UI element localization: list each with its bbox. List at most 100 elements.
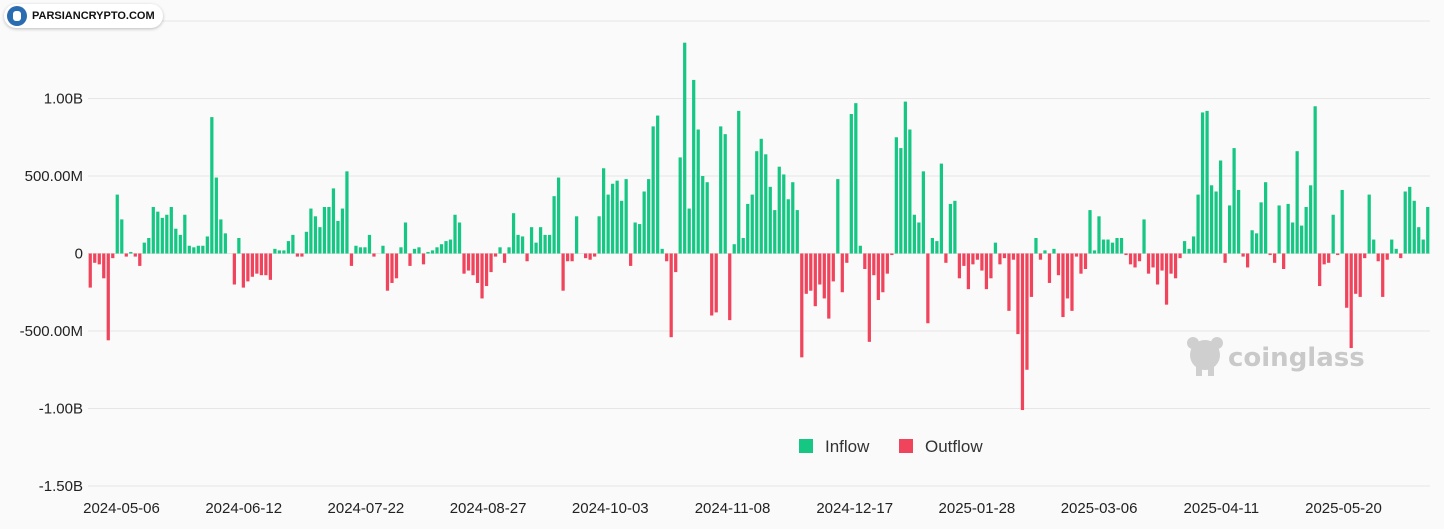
outflow-bar[interactable]	[1327, 253, 1331, 263]
inflow-bar[interactable]	[160, 217, 164, 254]
inflow-bar[interactable]	[786, 199, 790, 254]
inflow-bar[interactable]	[453, 214, 457, 254]
inflow-bar[interactable]	[903, 101, 907, 254]
outflow-bar[interactable]	[1363, 253, 1367, 259]
inflow-bar[interactable]	[538, 227, 543, 254]
inflow-bar[interactable]	[331, 188, 336, 254]
outflow-bar[interactable]	[1164, 253, 1169, 305]
outflow-bar[interactable]	[876, 253, 880, 301]
outflow-bar[interactable]	[1029, 253, 1034, 297]
inflow-bar[interactable]	[291, 234, 295, 254]
inflow-bar[interactable]	[647, 179, 651, 254]
inflow-bar[interactable]	[529, 227, 534, 254]
inflow-bar[interactable]	[768, 186, 772, 254]
inflow-bar[interactable]	[507, 247, 511, 254]
outflow-bar[interactable]	[714, 253, 718, 313]
inflow-bar[interactable]	[534, 242, 538, 254]
inflow-bar[interactable]	[426, 251, 430, 254]
outflow-bar[interactable]	[593, 253, 597, 257]
inflow-bar[interactable]	[737, 110, 741, 254]
inflow-bar[interactable]	[849, 114, 853, 254]
inflow-bar[interactable]	[210, 117, 214, 254]
inflow-bar[interactable]	[511, 213, 516, 254]
inflow-bar[interactable]	[318, 227, 322, 254]
inflow-bar[interactable]	[1236, 189, 1241, 254]
outflow-bar[interactable]	[971, 253, 975, 265]
inflow-bar[interactable]	[309, 208, 313, 254]
inflow-bar[interactable]	[183, 214, 187, 254]
inflow-bar[interactable]	[651, 126, 655, 254]
inflow-bar[interactable]	[1331, 214, 1335, 254]
outflow-bar[interactable]	[480, 253, 484, 299]
inflow-bar[interactable]	[1367, 194, 1371, 254]
outflow-bar[interactable]	[1345, 253, 1349, 308]
outflow-bar[interactable]	[561, 253, 565, 291]
inflow-bar[interactable]	[1286, 203, 1290, 254]
outflow-bar[interactable]	[88, 253, 92, 288]
inflow-bar[interactable]	[1340, 189, 1344, 254]
inflow-bar[interactable]	[214, 177, 218, 254]
inflow-bar[interactable]	[1052, 248, 1056, 254]
inflow-bar[interactable]	[1034, 238, 1038, 254]
inflow-bar[interactable]	[948, 203, 953, 254]
outflow-bar[interactable]	[489, 253, 493, 273]
outflow-bar[interactable]	[525, 253, 529, 262]
outflow-bar[interactable]	[1354, 253, 1358, 294]
inflow-bar[interactable]	[1408, 186, 1412, 254]
outflow-bar[interactable]	[1038, 253, 1043, 260]
outflow-bar[interactable]	[390, 253, 394, 283]
outflow-bar[interactable]	[106, 253, 110, 341]
inflow-bar[interactable]	[435, 247, 439, 254]
inflow-bar[interactable]	[930, 238, 934, 254]
inflow-bar[interactable]	[516, 234, 520, 254]
inflow-bar[interactable]	[187, 245, 191, 254]
outflow-bar[interactable]	[1381, 253, 1385, 297]
inflow-bar[interactable]	[574, 216, 579, 254]
inflow-bar[interactable]	[304, 231, 309, 254]
outflow-bar[interactable]	[1169, 253, 1173, 274]
outflow-bar[interactable]	[728, 253, 732, 321]
inflow-bar[interactable]	[556, 177, 561, 254]
outflow-bar[interactable]	[984, 253, 989, 290]
inflow-bar[interactable]	[836, 179, 840, 254]
inflow-bar[interactable]	[336, 220, 340, 254]
inflow-bar[interactable]	[1092, 250, 1097, 254]
inflow-bar[interactable]	[444, 241, 448, 254]
outflow-bar[interactable]	[570, 253, 574, 262]
inflow-bar[interactable]	[1200, 112, 1205, 254]
inflow-bar[interactable]	[1313, 106, 1317, 254]
outflow-bar[interactable]	[565, 253, 570, 262]
outflow-bar[interactable]	[827, 253, 831, 319]
inflow-bar[interactable]	[439, 244, 444, 254]
outflow-bar[interactable]	[669, 253, 673, 338]
inflow-bar[interactable]	[381, 245, 385, 254]
inflow-bar[interactable]	[196, 245, 200, 254]
outflow-bar[interactable]	[1065, 253, 1070, 299]
inflow-bar[interactable]	[1205, 110, 1209, 254]
inflow-bar[interactable]	[205, 236, 209, 254]
inflow-bar[interactable]	[1304, 207, 1308, 254]
inflow-bar[interactable]	[638, 224, 642, 254]
inflow-bar[interactable]	[908, 129, 912, 254]
inflow-bar[interactable]	[746, 203, 750, 254]
inflow-bar[interactable]	[917, 222, 921, 254]
outflow-bar[interactable]	[840, 253, 844, 293]
inflow-bar[interactable]	[705, 182, 709, 254]
inflow-bar[interactable]	[520, 236, 525, 254]
inflow-bar[interactable]	[719, 126, 723, 254]
inflow-bar[interactable]	[543, 234, 547, 254]
outflow-bar[interactable]	[502, 253, 507, 263]
outflow-bar[interactable]	[1056, 253, 1061, 276]
inflow-bar[interactable]	[151, 207, 155, 254]
inflow-bar[interactable]	[178, 234, 182, 254]
outflow-bar[interactable]	[1011, 253, 1016, 260]
outflow-bar[interactable]	[1336, 253, 1340, 256]
inflow-bar[interactable]	[1426, 207, 1430, 254]
inflow-bar[interactable]	[953, 200, 957, 254]
inflow-bar[interactable]	[358, 247, 363, 254]
inflow-bar[interactable]	[1421, 239, 1425, 254]
inflow-bar[interactable]	[759, 138, 763, 254]
outflow-bar[interactable]	[1007, 253, 1011, 311]
inflow-bar[interactable]	[899, 148, 903, 254]
outflow-bar[interactable]	[588, 253, 592, 260]
